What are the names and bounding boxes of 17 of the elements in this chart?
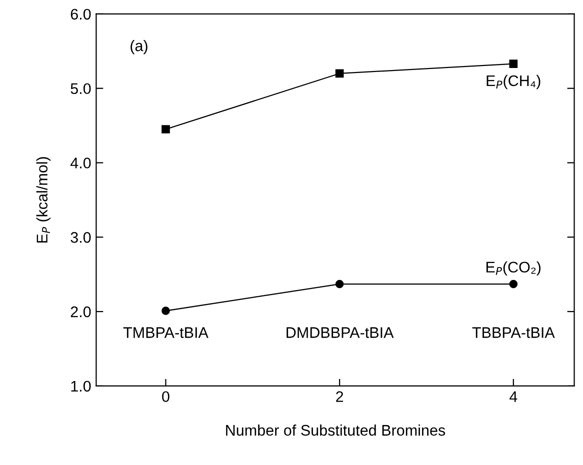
series-label: E$_{P}$(CO₂) <box>486 261 540 276</box>
y-tick-label: 5.0 <box>70 83 91 94</box>
x-tick-label: 4 <box>510 391 518 402</box>
annotation: TBBPA-tBIA <box>472 327 555 338</box>
legend-label: E$_{P}$(CH₄) <box>486 74 540 90</box>
y-axis-title: E$_{P}$ (kcal/mol) <box>36 157 51 243</box>
annotation: (a) <box>130 40 148 54</box>
y-tick-label: 1.0 <box>71 380 91 392</box>
annotation: TMBPA-tBIA <box>123 327 208 338</box>
x-tick-label: 2 <box>336 391 344 402</box>
x-tick-label: 0 <box>162 391 170 402</box>
annotation: DMDBBPA-tBIA <box>286 327 394 338</box>
x-axis-title: Number of Substituted Bromines <box>226 424 446 436</box>
y-tick-label: 4.0 <box>70 158 91 168</box>
y-tick-label: 6.0 <box>70 8 91 20</box>
y-tick-label: 2.0 <box>70 306 91 318</box>
y-tick-label: 3.0 <box>70 232 91 243</box>
